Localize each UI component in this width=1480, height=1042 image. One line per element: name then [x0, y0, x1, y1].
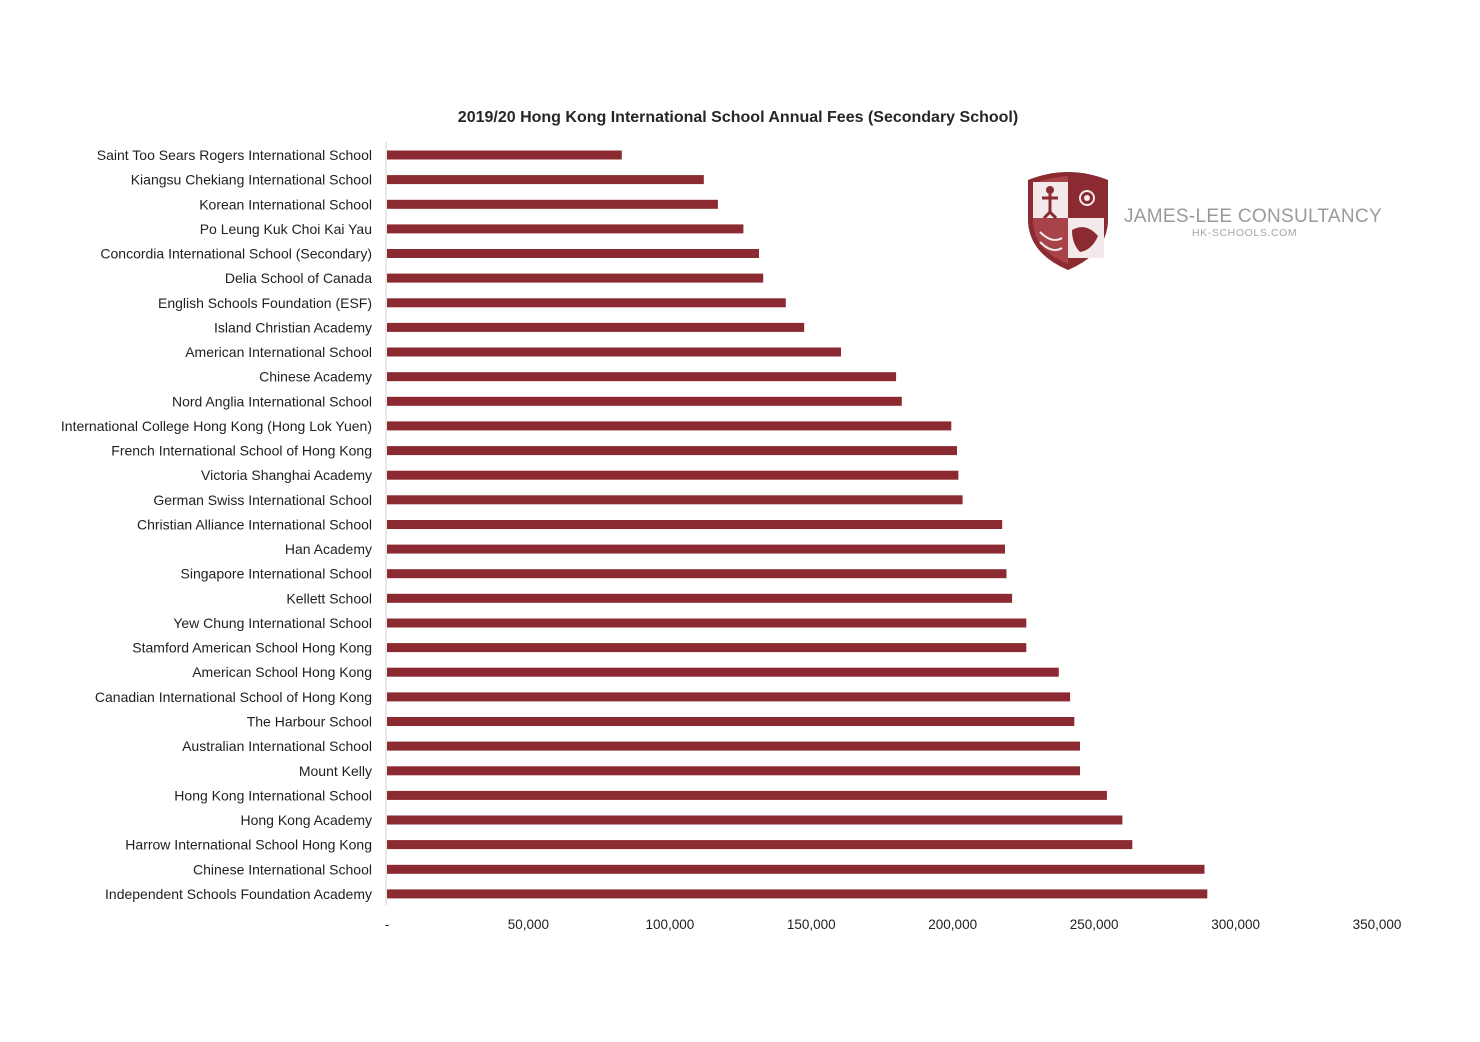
category-label: Hong Kong International School: [174, 787, 372, 803]
x-tick-label: 200,000: [928, 917, 977, 932]
bar: [387, 692, 1071, 702]
category-label: Chinese Academy: [259, 369, 372, 385]
category-label: Island Christian Academy: [214, 319, 372, 335]
category-label: Concordia International School (Secondar…: [100, 246, 372, 262]
category-label: Canadian International School of Hong Ko…: [95, 689, 372, 705]
chart-area-background: [60, 96, 1410, 942]
x-tick-label: -: [385, 917, 390, 932]
bar: [387, 372, 897, 382]
category-label: Saint Too Sears Rogers International Sch…: [97, 147, 372, 163]
category-label: Victoria Shanghai Academy: [201, 467, 372, 483]
bar: [387, 815, 1123, 825]
category-label: Kiangsu Chekiang International School: [131, 172, 372, 188]
bar: [387, 421, 952, 431]
category-label: American School Hong Kong: [192, 664, 372, 680]
bar: [387, 717, 1075, 726]
category-label: Yew Chung International School: [173, 615, 372, 631]
bar: [387, 643, 1027, 653]
bar: [387, 224, 744, 234]
bar: [387, 741, 1080, 751]
category-label: Harrow International School Hong Kong: [125, 837, 372, 853]
category-label: International College Hong Kong (Hong Lo…: [61, 418, 372, 434]
category-labels-group: Saint Too Sears Rogers International Sch…: [61, 147, 372, 902]
x-tick-labels-group: - 50,000 100,000 150,000 200,000 250,000 300,0…: [385, 917, 1402, 932]
bar: [387, 593, 1013, 603]
category-label: Nord Anglia International School: [172, 393, 372, 409]
x-tick-label: 300,000: [1211, 917, 1260, 932]
shield-icon: [1028, 172, 1108, 270]
category-label: Chinese International School: [193, 861, 372, 877]
bar: [387, 667, 1059, 677]
bar: [387, 298, 786, 308]
bar: [387, 249, 759, 258]
bar: [387, 864, 1205, 874]
bar: [387, 618, 1027, 628]
category-label: Korean International School: [199, 196, 372, 212]
x-tick-label: 100,000: [645, 917, 694, 932]
category-label: French International School of Hong Kong: [111, 443, 372, 459]
chart-title: 2019/20 Hong Kong International School A…: [458, 109, 1018, 126]
category-label: Christian Alliance International School: [137, 517, 372, 533]
bar: [387, 273, 764, 283]
watermark-name: JAMES-LEE CONSULTANCY: [1124, 206, 1382, 227]
bar: [387, 199, 718, 209]
category-label: Delia School of Canada: [225, 270, 372, 286]
category-label: American International School: [185, 344, 372, 360]
x-tick-label: 50,000: [508, 917, 549, 932]
bar: [387, 544, 1005, 554]
bar: [387, 840, 1133, 850]
bar: [387, 175, 704, 185]
x-tick-label: 150,000: [787, 917, 836, 932]
watermark-logo: JAMES-LEE CONSULTANCY HK-SCHOOLS.COM: [1028, 172, 1382, 270]
bar: [387, 569, 1007, 579]
bar: [387, 790, 1107, 800]
category-label: Stamford American School Hong Kong: [132, 640, 372, 656]
category-label: Kellett School: [286, 590, 372, 606]
category-label: Independent Schools Foundation Academy: [105, 886, 372, 902]
category-label: Po Leung Kuk Choi Kai Yau: [200, 221, 372, 237]
bar: [387, 347, 841, 357]
bar: [387, 520, 1003, 529]
x-tick-label: 250,000: [1070, 917, 1119, 932]
bar: [387, 495, 963, 505]
category-label: English Schools Foundation (ESF): [158, 295, 372, 311]
category-label: Australian International School: [182, 738, 372, 754]
category-label: German Swiss International School: [153, 492, 372, 508]
bar: [387, 766, 1080, 776]
bar: [387, 470, 959, 480]
bar: [387, 150, 622, 160]
bar: [387, 322, 805, 332]
category-label: Singapore International School: [181, 566, 372, 582]
bar: [387, 446, 957, 456]
category-label: Han Academy: [285, 541, 372, 557]
category-label: Hong Kong Academy: [240, 812, 372, 828]
bars-group: [387, 150, 1208, 899]
bar: [387, 889, 1208, 899]
category-label: Mount Kelly: [299, 763, 372, 779]
bar: [387, 396, 902, 406]
watermark-url: HK-SCHOOLS.COM: [1192, 227, 1297, 239]
x-tick-label: 350,000: [1353, 917, 1402, 932]
category-label: The Harbour School: [247, 714, 372, 730]
